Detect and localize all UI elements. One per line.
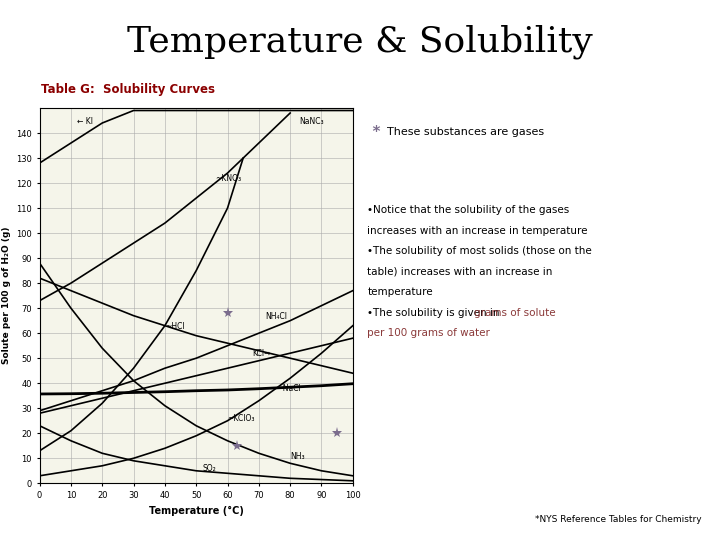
Text: increases with an increase in temperature: increases with an increase in temperatur… <box>367 226 588 236</box>
Text: *NYS Reference Tables for Chemistry: *NYS Reference Tables for Chemistry <box>536 515 702 524</box>
Text: NaNC₃: NaNC₃ <box>300 117 324 125</box>
Text: •Notice that the solubility of the gases: •Notice that the solubility of the gases <box>367 205 570 215</box>
Text: SO₂: SO₂ <box>202 464 216 473</box>
Text: NH₃: NH₃ <box>290 452 305 461</box>
Text: ~KClO₃: ~KClO₃ <box>228 414 255 423</box>
Text: ~KNO₃: ~KNO₃ <box>215 174 241 183</box>
Text: ← KI: ← KI <box>77 117 93 125</box>
X-axis label: Temperature (°C): Temperature (°C) <box>149 505 243 516</box>
Text: •The solubility of most solids (those on the: •The solubility of most solids (those on… <box>367 246 592 256</box>
Text: These substances are gases: These substances are gases <box>387 127 544 137</box>
Text: grams of solute: grams of solute <box>474 308 556 318</box>
Text: •The solubility is given in: •The solubility is given in <box>367 308 503 318</box>
Text: *: * <box>371 125 380 140</box>
Text: ~HCl: ~HCl <box>165 322 184 330</box>
Text: per 100 grams of water: per 100 grams of water <box>367 328 490 339</box>
Text: Temperature & Solubility: Temperature & Solubility <box>127 24 593 59</box>
Y-axis label: Solute per 100 g of H₂O (g): Solute per 100 g of H₂O (g) <box>1 227 11 364</box>
Text: temperature: temperature <box>367 287 433 298</box>
Text: Table G:  Solubility Curves: Table G: Solubility Curves <box>41 83 215 96</box>
Text: table) increases with an increase in: table) increases with an increase in <box>367 267 552 277</box>
Text: KCl→: KCl→ <box>253 349 271 358</box>
Text: NH₄Cl: NH₄Cl <box>265 312 287 321</box>
Text: ~ NaCl: ~ NaCl <box>274 384 301 393</box>
